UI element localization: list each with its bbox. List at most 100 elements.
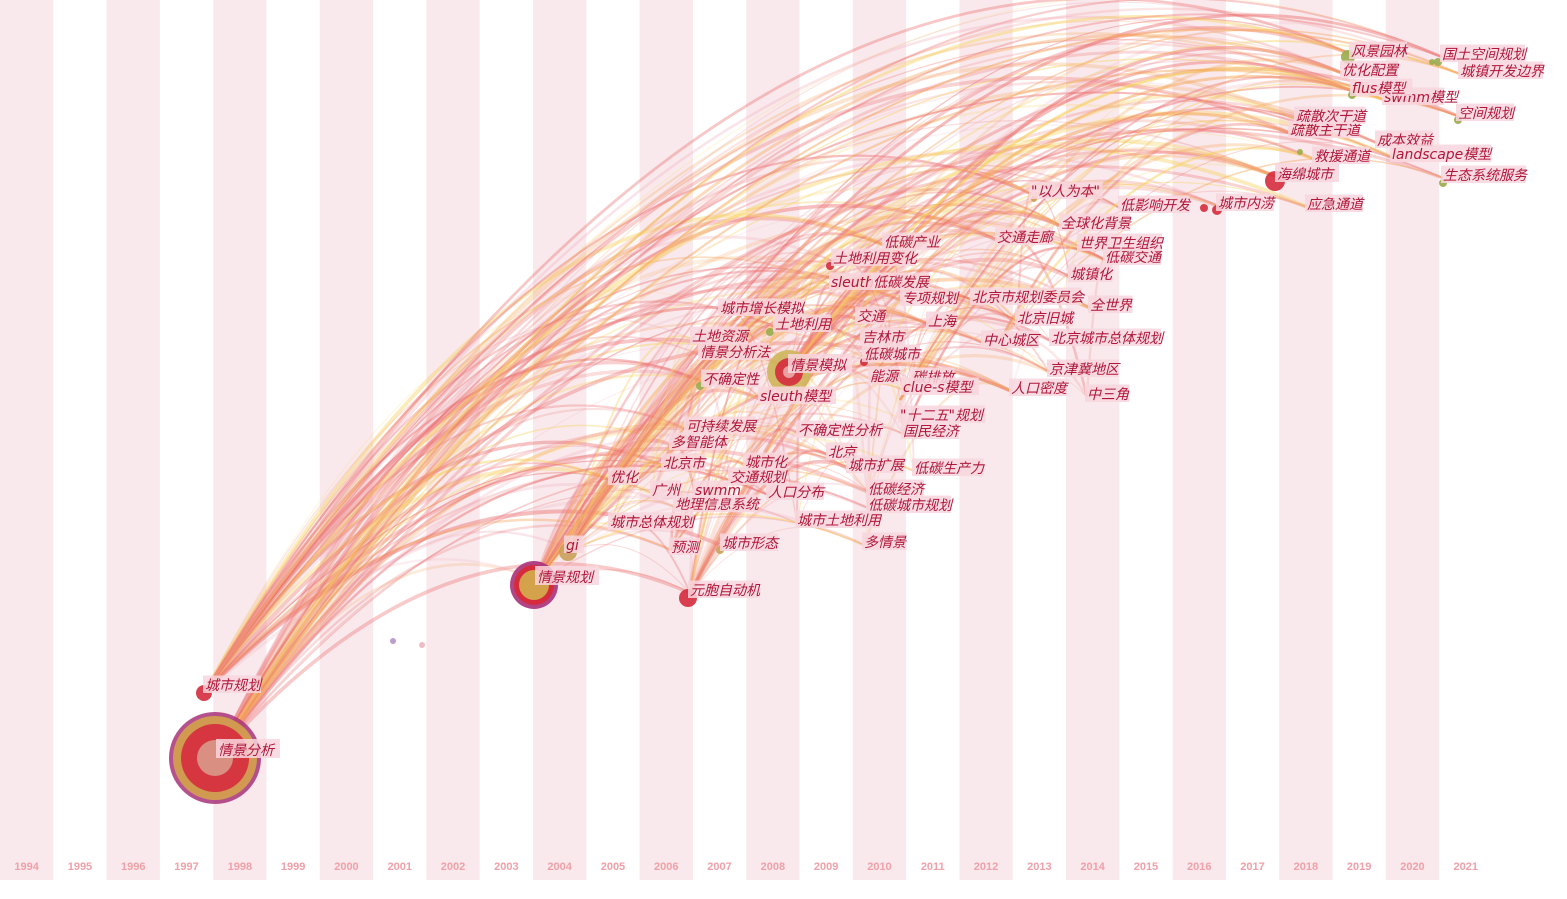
link: [213, 83, 1378, 759]
link: [202, 495, 865, 695]
link: [203, 0, 1443, 694]
year-band-2010: [852, 0, 907, 880]
keyword-label: 预测: [671, 540, 701, 556]
link: [609, 422, 687, 481]
year-label: 2006: [654, 861, 678, 873]
keyword-label-bg: [720, 533, 778, 551]
keyword-label: 土地利用变化: [833, 251, 919, 267]
link: [213, 15, 1352, 759]
keyword-label: 交通走廊: [997, 230, 1055, 246]
link: [214, 28, 1461, 759]
link: [532, 231, 885, 586]
link: [213, 360, 704, 759]
keyword-label: landscape模型: [1392, 147, 1493, 163]
keyword-label-bg: [608, 512, 693, 530]
link: [532, 388, 761, 586]
link: [690, 188, 1062, 340]
link: [214, 530, 567, 759]
link: [650, 168, 1032, 494]
year-label: 2004: [547, 861, 572, 873]
link: [214, 445, 664, 759]
link: [203, 289, 721, 694]
year-label: 1998: [228, 861, 252, 873]
link: [202, 257, 1091, 694]
keyword-label: clue-s模型: [903, 380, 974, 396]
link: [202, 76, 1291, 695]
year-label: 1996: [121, 861, 145, 873]
link: [899, 106, 1297, 401]
link: [787, 60, 1353, 373]
year-band-1994: [0, 0, 54, 880]
keyword-label-bg: [743, 452, 788, 470]
keyword-label-bg: [684, 416, 756, 434]
link: [662, 168, 1032, 467]
keyword-label: 城市形态: [722, 536, 780, 552]
link: [609, 318, 776, 526]
link: [532, 99, 1378, 586]
link: [213, 157, 1032, 759]
year-label: 1997: [174, 861, 198, 873]
link: [214, 290, 929, 759]
keyword-label-bg: [860, 327, 905, 345]
keyword-label: 低碳产业: [884, 235, 941, 251]
link: [566, 357, 791, 553]
link: [203, 343, 871, 694]
year-label: 1995: [68, 861, 92, 873]
keyword-label-bg: [758, 386, 836, 404]
link: [686, 45, 1343, 599]
keyword-label-bg: [1077, 233, 1162, 251]
keyword-label-bg: [1085, 384, 1130, 402]
keyword-label: 海绵城市: [1277, 167, 1335, 183]
keyword-label-bg: [862, 532, 907, 550]
link: [999, 79, 1353, 341]
link: [567, 28, 1461, 553]
keyword-label: 低碳交通: [1105, 250, 1163, 266]
link: [787, 179, 1219, 373]
keyword-label: 多智能体: [671, 435, 729, 451]
keyword-label: 应急通道: [1307, 197, 1365, 213]
keyword-label: 能源: [870, 369, 901, 385]
link: [788, 259, 834, 373]
link: [202, 466, 653, 695]
keyword-label: 上海: [928, 314, 958, 330]
link: [203, 201, 998, 694]
link: [532, 26, 1352, 586]
link: [532, 273, 832, 586]
keyword-label: 情景分析法: [700, 345, 771, 361]
keyword-label: sleuth模型: [760, 389, 833, 405]
keyword-label-bg: [1118, 195, 1190, 213]
keyword-label: 可持续发展: [686, 419, 758, 435]
keyword-node: [390, 638, 396, 644]
link: [532, 438, 672, 586]
keyword-label-bg: [1340, 60, 1398, 78]
keyword-label-bg: [688, 580, 760, 598]
year-label: 2013: [1027, 861, 1051, 873]
link: [214, 103, 1315, 759]
link: [999, 157, 1444, 341]
keyword-label-bg: [882, 232, 940, 250]
link: [214, 335, 701, 759]
year-band-2014: [1066, 0, 1120, 880]
link: [214, 472, 653, 759]
keyword-label: 低碳城市: [864, 347, 922, 363]
link: [608, 209, 1080, 526]
year-label: 2019: [1347, 861, 1371, 873]
year-band-2016: [1172, 0, 1226, 880]
keyword-label-bg: [766, 482, 824, 500]
keyword-label: 国土空间规划: [1442, 47, 1528, 63]
link: [532, 422, 687, 586]
keyword-label: 城市化: [745, 455, 789, 471]
link: [214, 58, 1385, 759]
year-band-2008: [746, 0, 800, 880]
link: [203, 38, 1385, 694]
year-label: 2008: [761, 861, 785, 873]
year-band-2012: [959, 0, 1013, 880]
link: [898, 58, 1343, 401]
keyword-label: 元胞自动机: [690, 583, 761, 599]
link: [691, 204, 1080, 340]
keyword-label: 广州: [652, 483, 682, 499]
keyword-label: 不确定性分析: [798, 423, 884, 439]
keyword-label: 土地利用: [775, 317, 833, 333]
link: [214, 124, 1278, 759]
keyword-label-bg: [1029, 181, 1103, 199]
